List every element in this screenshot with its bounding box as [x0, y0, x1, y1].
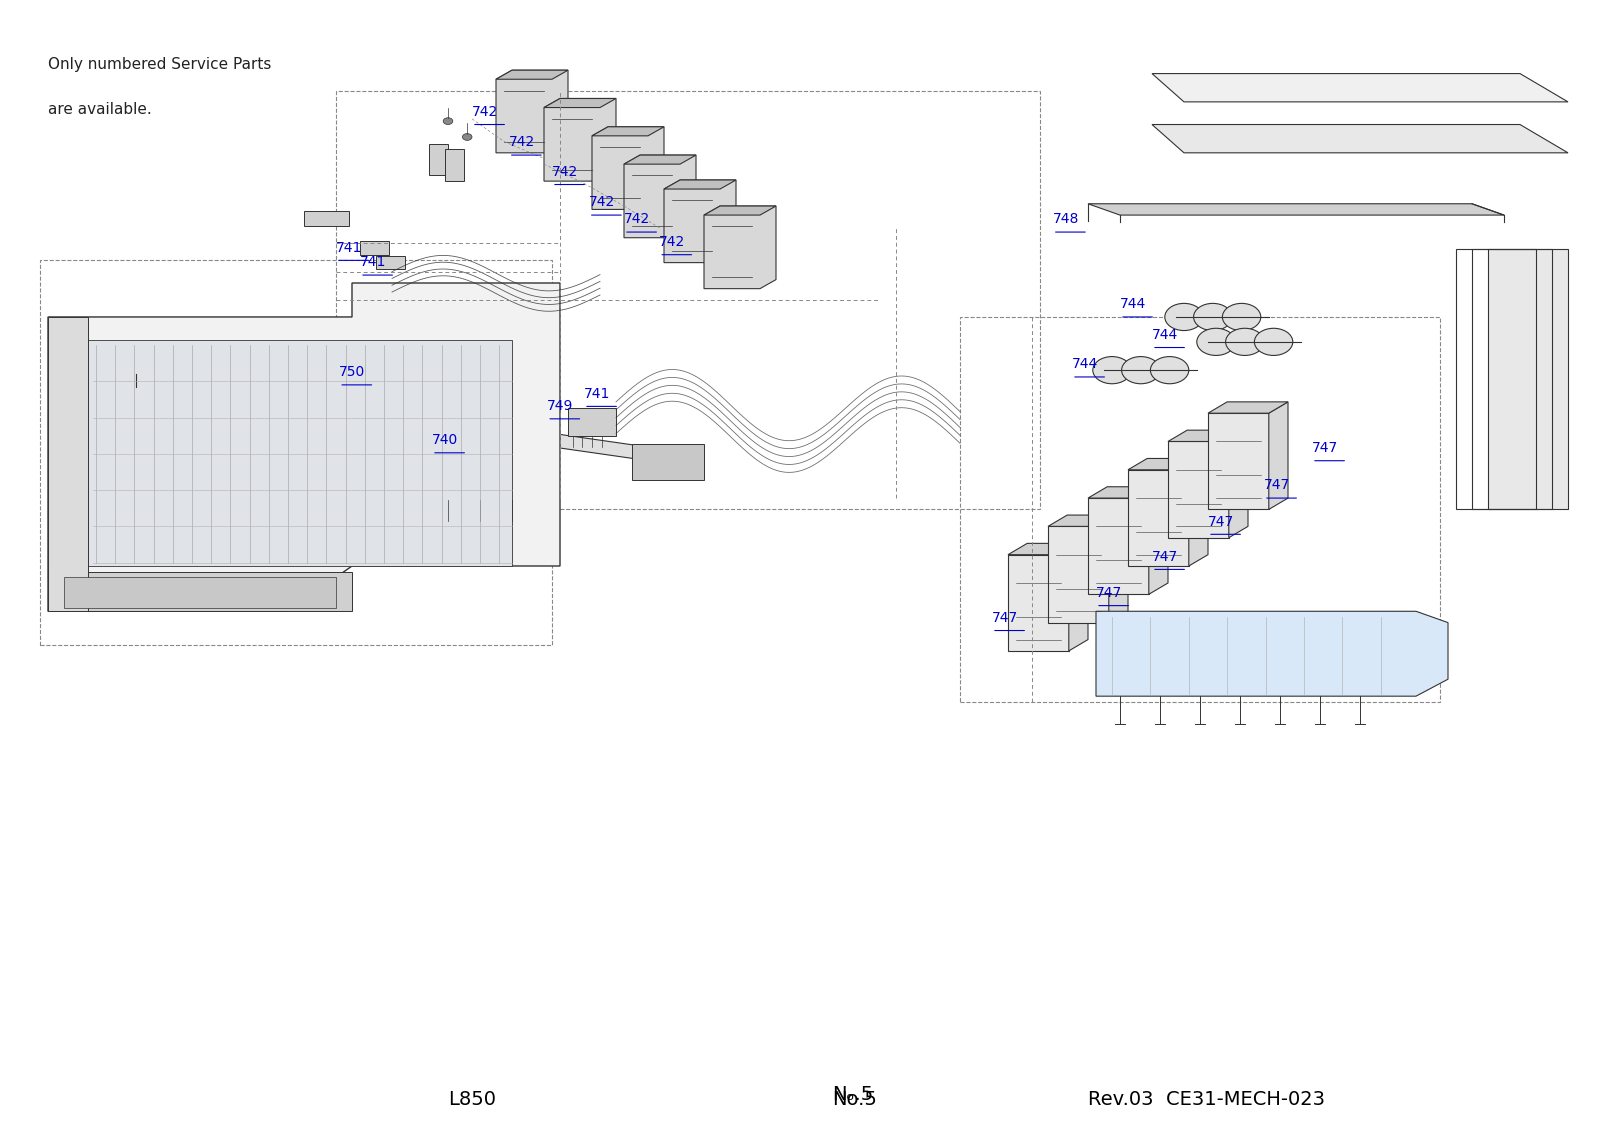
Polygon shape	[1168, 430, 1248, 441]
Polygon shape	[1109, 515, 1128, 623]
Circle shape	[1197, 328, 1235, 355]
Text: L850: L850	[448, 1090, 496, 1109]
Polygon shape	[1208, 413, 1269, 509]
Polygon shape	[1488, 249, 1568, 509]
Polygon shape	[496, 70, 568, 79]
Polygon shape	[568, 408, 616, 436]
Circle shape	[1150, 357, 1189, 384]
Circle shape	[443, 118, 453, 125]
Polygon shape	[1048, 515, 1128, 526]
Text: 747: 747	[992, 611, 1018, 625]
Polygon shape	[432, 455, 528, 500]
Text: 741: 741	[360, 256, 386, 269]
Polygon shape	[1088, 204, 1504, 215]
Polygon shape	[1128, 470, 1189, 566]
Polygon shape	[1008, 555, 1069, 651]
Polygon shape	[1168, 441, 1229, 538]
Polygon shape	[592, 127, 664, 209]
Polygon shape	[664, 180, 736, 189]
Text: Nₒ.5: Nₒ.5	[832, 1084, 874, 1104]
Polygon shape	[445, 149, 464, 181]
Circle shape	[1222, 303, 1261, 331]
Text: 742: 742	[659, 235, 685, 249]
Polygon shape	[1149, 487, 1168, 594]
Polygon shape	[1008, 543, 1088, 555]
Text: 747: 747	[1152, 550, 1178, 564]
Circle shape	[462, 134, 472, 140]
Text: 742: 742	[472, 105, 498, 119]
Text: No.5: No.5	[832, 1090, 877, 1109]
Text: 747: 747	[1312, 441, 1338, 455]
Text: 741: 741	[584, 387, 610, 401]
Polygon shape	[429, 144, 448, 175]
Polygon shape	[664, 180, 736, 263]
Text: 741: 741	[336, 241, 362, 255]
Polygon shape	[360, 241, 389, 255]
Circle shape	[1165, 303, 1203, 331]
Polygon shape	[1229, 430, 1248, 538]
Polygon shape	[80, 340, 512, 566]
Text: 747: 747	[1208, 515, 1234, 529]
Text: 748: 748	[1053, 213, 1078, 226]
Polygon shape	[1269, 402, 1288, 509]
Polygon shape	[1152, 74, 1568, 102]
Polygon shape	[136, 374, 688, 466]
Text: 744: 744	[1072, 358, 1098, 371]
Polygon shape	[624, 155, 696, 238]
Polygon shape	[48, 283, 560, 611]
Polygon shape	[1048, 526, 1109, 623]
Polygon shape	[1088, 498, 1149, 594]
Polygon shape	[1128, 458, 1208, 470]
Polygon shape	[376, 256, 405, 269]
Polygon shape	[704, 206, 776, 289]
Polygon shape	[304, 211, 349, 226]
Polygon shape	[632, 444, 704, 480]
Text: 740: 740	[432, 434, 458, 447]
Polygon shape	[544, 98, 616, 108]
Polygon shape	[1208, 402, 1288, 413]
Polygon shape	[1096, 611, 1448, 696]
Polygon shape	[624, 155, 696, 164]
Polygon shape	[64, 577, 336, 608]
Text: Only numbered Service Parts: Only numbered Service Parts	[48, 57, 272, 71]
Circle shape	[1194, 303, 1232, 331]
Circle shape	[1254, 328, 1293, 355]
Text: 744: 744	[1152, 328, 1178, 342]
Polygon shape	[48, 317, 88, 611]
Text: 747: 747	[1264, 479, 1290, 492]
Text: are available.: are available.	[48, 102, 152, 117]
Polygon shape	[544, 98, 616, 181]
Polygon shape	[704, 206, 776, 215]
Text: 747: 747	[1096, 586, 1122, 600]
Polygon shape	[1088, 487, 1168, 498]
Text: 742: 742	[552, 165, 578, 179]
Text: 742: 742	[624, 213, 650, 226]
Text: 744: 744	[1120, 298, 1146, 311]
Text: 750: 750	[339, 366, 365, 379]
Text: 742: 742	[589, 196, 614, 209]
Polygon shape	[592, 127, 664, 136]
Polygon shape	[1069, 543, 1088, 651]
Circle shape	[1122, 357, 1160, 384]
Text: 749: 749	[547, 400, 573, 413]
Circle shape	[1226, 328, 1264, 355]
Polygon shape	[1189, 458, 1208, 566]
Polygon shape	[1152, 125, 1568, 153]
Polygon shape	[496, 70, 568, 153]
Polygon shape	[48, 572, 352, 611]
Text: 742: 742	[509, 136, 534, 149]
Circle shape	[1093, 357, 1131, 384]
Text: Rev.03  CE31-MECH-023: Rev.03 CE31-MECH-023	[1088, 1090, 1325, 1109]
